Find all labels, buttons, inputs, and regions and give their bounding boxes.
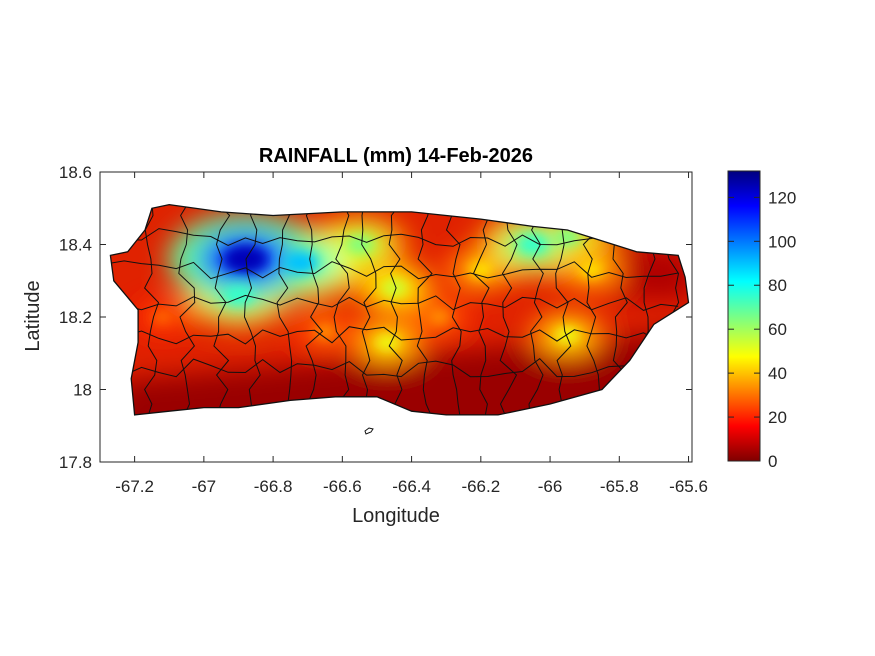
municipality-boundary — [361, 204, 377, 415]
y-axis-label: Latitude — [22, 280, 44, 351]
municipality-boundary — [178, 204, 196, 415]
municipality-boundary — [213, 204, 231, 415]
x-tick-label: -66.4 — [392, 477, 431, 496]
rain-cell-core — [381, 279, 407, 297]
x-axis-label: Longitude — [352, 505, 440, 527]
rain-cell-core — [222, 244, 268, 274]
rain-cell-core — [555, 327, 580, 343]
x-tick-label: -65.8 — [600, 477, 639, 496]
rain-cell-core — [580, 262, 603, 278]
municipality-boundary — [445, 204, 462, 415]
municipality-boundary — [416, 204, 433, 415]
rain-cell-core — [429, 310, 450, 324]
x-tick-label: -66.6 — [323, 477, 362, 496]
x-tick-label: -66 — [538, 477, 563, 496]
y-tick-label: 18.4 — [59, 236, 92, 255]
colorbar — [727, 170, 761, 462]
y-tick-label: 18.2 — [59, 308, 92, 327]
x-tick-label: -66.2 — [461, 477, 500, 496]
x-tick-label: -67.2 — [115, 477, 154, 496]
x-tick-label: -67 — [192, 477, 217, 496]
rain-cell-core — [283, 251, 319, 274]
colorbar-tick-label: 120 — [768, 188, 796, 207]
colorbar-tick-label: 80 — [768, 276, 787, 295]
municipality-boundary — [499, 204, 518, 415]
rain-cell-core — [375, 334, 400, 351]
municipality-boundary — [110, 260, 679, 280]
municipality-boundaries — [110, 204, 680, 415]
map-title: RAINFALL (mm) 14-Feb-2026 — [259, 145, 533, 167]
coastline-outline — [109, 203, 690, 416]
small-island — [364, 427, 374, 435]
municipality-boundary — [388, 204, 406, 415]
rain-cell-core — [517, 234, 549, 255]
municipality-boundary — [472, 204, 490, 415]
colorbar-axis: 0 20 40 60 80 100 120 — [728, 188, 796, 471]
y-axis: 17.8 18 18.2 18.4 18.6 — [59, 163, 692, 472]
municipality-boundary — [333, 204, 350, 415]
municipality-boundary — [555, 204, 572, 415]
y-tick-label: 18 — [73, 381, 92, 400]
colorbar-tick-label: 40 — [768, 364, 787, 383]
colorbar-tick-label: 0 — [768, 452, 777, 471]
municipality-boundary — [110, 294, 679, 311]
rain-cell-core — [469, 262, 493, 278]
municipality-boundary — [528, 204, 544, 415]
x-axis: -67.2 -67 -66.8 -66.6 -66.4 -66.2 -66 -65.8 -65.… — [115, 172, 708, 496]
municipality-boundary — [243, 204, 261, 415]
y-tick-label: 18.6 — [59, 163, 92, 182]
colorbar-tick-label: 20 — [768, 408, 787, 427]
municipality-boundary — [276, 204, 293, 415]
colorbar-tick-label: 60 — [768, 320, 787, 339]
rain-low-band — [110, 330, 689, 415]
rain-cell-core — [153, 311, 172, 323]
municipality-boundary — [110, 228, 679, 247]
x-tick-label: -65.6 — [669, 477, 708, 496]
x-tick-label: -66.8 — [254, 477, 293, 496]
y-tick-label: 17.8 — [59, 453, 92, 472]
municipality-boundary — [305, 204, 324, 415]
rain-cell-core — [345, 235, 374, 254]
municipality-boundary — [110, 358, 679, 378]
colorbar-tick-label: 100 — [768, 232, 796, 251]
municipality-boundary — [110, 326, 679, 345]
